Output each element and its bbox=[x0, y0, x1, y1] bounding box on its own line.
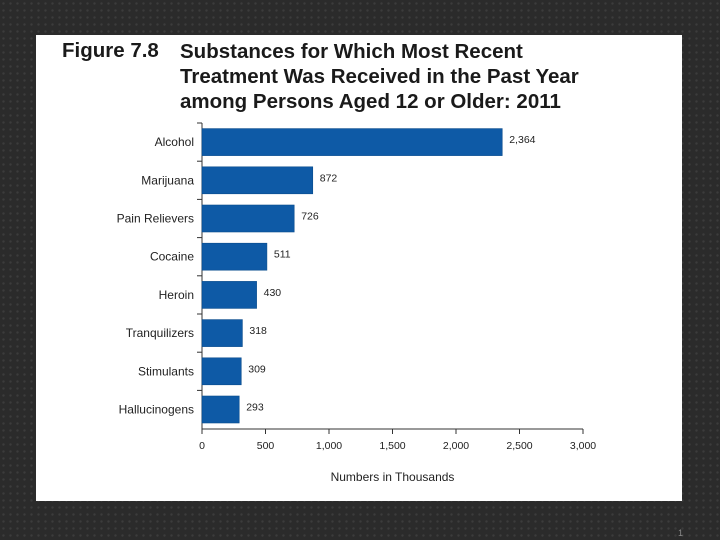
x-axis-title: Numbers in Thousands bbox=[331, 470, 455, 484]
x-tick-label: 1,000 bbox=[316, 440, 342, 452]
category-label: Stimulants bbox=[138, 364, 194, 378]
figure-title-line-3: among Persons Aged 12 or Older: 2011 bbox=[180, 90, 561, 113]
bar bbox=[201, 281, 257, 309]
x-tick-label: 2,500 bbox=[506, 440, 532, 452]
figure-title-line-1: Substances for Which Most Recent bbox=[180, 40, 523, 63]
value-label: 872 bbox=[320, 172, 338, 184]
value-label: 726 bbox=[301, 211, 319, 223]
x-tick-label: 2,000 bbox=[443, 440, 469, 452]
category-label: Cocaine bbox=[150, 250, 194, 264]
category-label: Alcohol bbox=[155, 135, 194, 149]
figure-title: Substances for Which Most Recent Treatme… bbox=[180, 39, 650, 114]
x-tick-label: 3,000 bbox=[570, 440, 596, 452]
bar bbox=[201, 242, 268, 271]
value-label: 309 bbox=[248, 363, 266, 375]
figure-title-line-2: Treatment Was Received in the Past Year bbox=[180, 65, 579, 88]
category-label: Heroin bbox=[159, 288, 194, 302]
category-label: Marijuana bbox=[141, 173, 194, 187]
category-label: Tranquilizers bbox=[126, 326, 194, 340]
x-tick-label: 1,500 bbox=[379, 440, 405, 452]
slide: Figure 7.8 Substances for Which Most Rec… bbox=[36, 35, 683, 538]
bar bbox=[201, 319, 243, 347]
value-label: 293 bbox=[246, 402, 264, 414]
bar bbox=[201, 357, 242, 386]
value-label: 430 bbox=[264, 287, 282, 299]
bar-chart: Alcohol 2,364 Marijuana 872 Pain Relievers 72… bbox=[117, 122, 596, 484]
value-label: 318 bbox=[249, 325, 267, 337]
category-label: Hallucinogens bbox=[119, 403, 194, 417]
figure-label: Figure 7.8 bbox=[62, 39, 159, 62]
page-number: 1 bbox=[678, 528, 684, 538]
category-label: Pain Relievers bbox=[117, 212, 194, 226]
value-label: 2,364 bbox=[509, 134, 535, 146]
bar bbox=[201, 128, 503, 156]
x-tick-label: 0 bbox=[199, 440, 205, 452]
value-label: 511 bbox=[274, 249, 291, 261]
bar bbox=[201, 166, 314, 195]
x-tick-label: 500 bbox=[257, 440, 275, 452]
bar bbox=[201, 204, 295, 233]
bar bbox=[201, 395, 240, 424]
